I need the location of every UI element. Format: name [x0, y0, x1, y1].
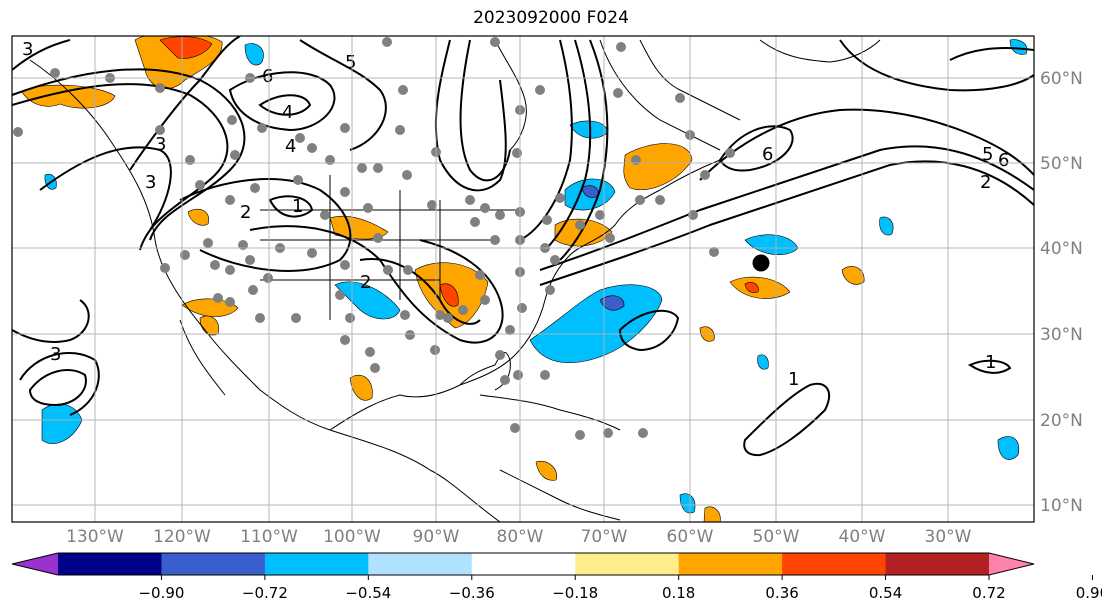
contour-label: 3	[145, 172, 156, 193]
contour-label: 1	[985, 352, 996, 373]
lon-label: 30°W	[925, 527, 972, 547]
map-title: 2023092000 F024	[473, 8, 629, 28]
colorbar-extend-high	[989, 553, 1034, 575]
colorbar-tick-label: −0.18	[552, 584, 598, 602]
colorbar-segment	[471, 553, 576, 575]
contour-label: 3	[50, 344, 61, 365]
colorbar-segment	[575, 553, 680, 575]
contour-label: 2	[360, 272, 371, 293]
lon-label: 50°W	[753, 527, 800, 547]
lon-label: 130°W	[66, 527, 124, 547]
contour-label: 3	[22, 39, 33, 60]
colorbar: −0.90 −0.72 −0.54 −0.36 −0.18 0.18 0.36 0.54 0.7…	[11, 552, 1102, 602]
lat-label: 20°N	[1040, 411, 1083, 431]
colorbar-extend-low	[12, 553, 58, 575]
colorbar-segment	[161, 553, 266, 575]
lon-label: 110°W	[240, 527, 298, 547]
colorbar-tick-label: 0.90	[1076, 584, 1102, 602]
colorbar-segment	[264, 553, 369, 575]
lat-label: 60°N	[1040, 69, 1083, 89]
latitude-labels: 60°N 50°N 40°N 30°N 20°N 10°N	[1040, 69, 1083, 516]
map-panel: 5 6 4 4 3 3 2 1 2 6 5 6 2 3 1 1 3	[12, 36, 1034, 522]
colorbar-tick-label: −0.90	[138, 584, 184, 602]
colorbar-segments	[12, 553, 1034, 575]
colorbar-segment	[782, 553, 887, 575]
lat-label: 50°N	[1040, 154, 1083, 174]
contour-label: 6	[998, 150, 1009, 171]
contour-label: 3	[155, 134, 166, 155]
lon-label: 40°W	[839, 527, 886, 547]
colorbar-tick-label: −0.36	[449, 584, 495, 602]
colorbar-segment	[368, 553, 473, 575]
lon-label: 120°W	[153, 527, 211, 547]
lon-label: 100°W	[323, 527, 381, 547]
lat-label: 30°N	[1040, 325, 1083, 345]
contour-labels: 5 6 4 4 3 3 2 1 2 6 5 6 2 3 1 1 3	[22, 39, 1009, 390]
colorbar-tick-label: 0.54	[869, 584, 902, 602]
lat-label: 40°N	[1040, 239, 1083, 259]
colorbar-outline	[11, 552, 1035, 576]
contour-label: 4	[285, 136, 296, 157]
contour-label: 2	[240, 202, 251, 223]
gridlines	[12, 36, 1034, 522]
colorbar-tick-label: −0.72	[242, 584, 288, 602]
colorbar-tick-label: 0.18	[662, 584, 695, 602]
contour-label: 1	[292, 196, 303, 217]
lon-label: 60°W	[667, 527, 714, 547]
colorbar-ticks: −0.90 −0.72 −0.54 −0.36 −0.18 0.18 0.36 0.54 0.7…	[138, 575, 1102, 602]
colorbar-segment	[678, 553, 783, 575]
coastlines	[29, 39, 881, 522]
shaded-regions	[21, 36, 1028, 522]
colorbar-tick-label: 0.72	[972, 584, 1005, 602]
point-marker	[752, 254, 770, 272]
contour-label: 5	[982, 144, 993, 165]
lon-label: 70°W	[581, 527, 628, 547]
contour-label: 2	[980, 172, 991, 193]
contour-label: 5	[345, 52, 356, 73]
contour-label: 6	[762, 144, 773, 165]
colorbar-segment	[885, 553, 990, 575]
contour-label: 6	[262, 66, 273, 87]
colorbar-tick-label: −0.54	[345, 584, 391, 602]
longitude-labels: 130°W 120°W 110°W 100°W 90°W 80°W 70°W 6…	[66, 527, 972, 547]
colorbar-tick-label: 0.36	[765, 584, 798, 602]
contour-label: 1	[788, 369, 799, 390]
contour-label: 4	[282, 102, 293, 123]
map-frame	[11, 35, 1035, 523]
lon-label: 80°W	[497, 527, 544, 547]
contour-lines	[12, 36, 1034, 457]
lat-label: 10°N	[1040, 496, 1083, 516]
lon-label: 90°W	[413, 527, 460, 547]
colorbar-segment	[58, 553, 162, 575]
